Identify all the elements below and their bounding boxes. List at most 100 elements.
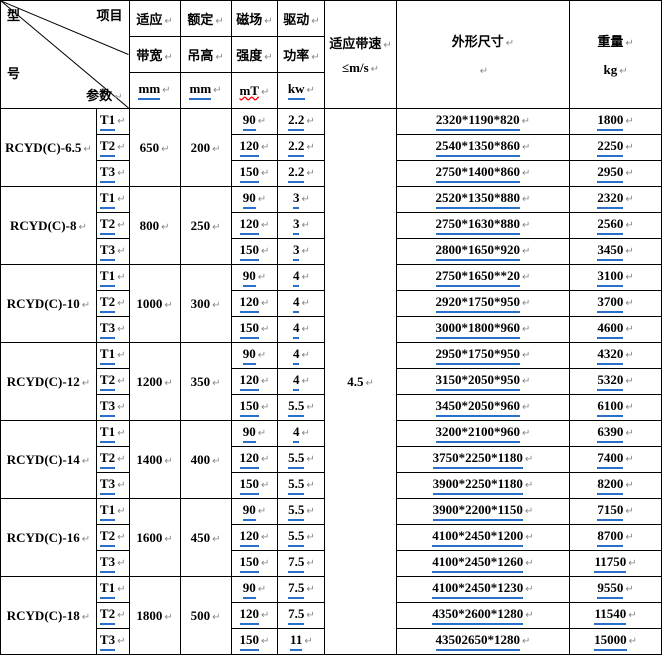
dimension-cell: 3900*2250*1180↵ [396, 473, 569, 499]
hdr-dh-1: 额定↵ [180, 1, 231, 37]
model-cell: RCYD(C)-8↵ [1, 187, 97, 265]
spec-table: 型 号 项目 参数↵ 适应↵ 额定↵ 磁场↵ 驱动↵ 适应带速↵ ≤m/s↵ 外… [0, 0, 662, 655]
weight-cell: 1800↵ [570, 109, 662, 135]
hdr-dh-2: 吊高↵ [180, 37, 231, 73]
kw-cell: 11↵ [278, 629, 325, 655]
t-cell: T3↵ [96, 161, 129, 187]
mt-cell: 90↵ [231, 577, 278, 603]
mt-cell: 120↵ [231, 135, 278, 161]
t-cell: T3↵ [96, 473, 129, 499]
kw-cell: 5.5↵ [278, 499, 325, 525]
model-cell: RCYD(C)-10↵ [1, 265, 97, 343]
hdr-dim: 外形尺寸↵ ↵ [396, 1, 569, 109]
hdr-kw-1: 驱动↵ [278, 1, 325, 37]
t-cell: T3↵ [96, 239, 129, 265]
kw-cell: 4↵ [278, 265, 325, 291]
mt-cell: 120↵ [231, 291, 278, 317]
weight-cell: 11540↵ [570, 603, 662, 629]
header-diagonal-cell: 型 号 项目 参数↵ [1, 1, 130, 109]
mt-cell: 90↵ [231, 499, 278, 525]
hdr-mt-3: mT↵ [231, 73, 278, 109]
beltspeed-cell: 4.5↵ [325, 109, 396, 655]
weight-cell: 2950↵ [570, 161, 662, 187]
mt-cell: 90↵ [231, 265, 278, 291]
t-cell: T1↵ [96, 265, 129, 291]
t-cell: T3↵ [96, 395, 129, 421]
dimension-cell: 2800*1650*920↵ [396, 239, 569, 265]
dimension-cell: 3450*2050*960↵ [396, 395, 569, 421]
kw-cell: 5.5↵ [278, 525, 325, 551]
beltwidth-cell: 800↵ [129, 187, 180, 265]
hdr-kw-3: kw↵ [278, 73, 325, 109]
model-cell: RCYD(C)-14↵ [1, 421, 97, 499]
kw-cell: 4↵ [278, 317, 325, 343]
dimension-cell: 3750*2250*1180↵ [396, 447, 569, 473]
beltwidth-cell: 650↵ [129, 109, 180, 187]
mt-cell: 120↵ [231, 447, 278, 473]
kw-cell: 2.2↵ [278, 161, 325, 187]
weight-cell: 5320↵ [570, 369, 662, 395]
weight-cell: 2560↵ [570, 213, 662, 239]
kw-cell: 5.5↵ [278, 447, 325, 473]
hangheight-cell: 350↵ [180, 343, 231, 421]
weight-cell: 7150↵ [570, 499, 662, 525]
t-cell: T1↵ [96, 499, 129, 525]
dimension-cell: 3000*1800*960↵ [396, 317, 569, 343]
dimension-cell: 2320*1190*820↵ [396, 109, 569, 135]
kw-cell: 3↵ [278, 187, 325, 213]
dimension-cell: 3200*2100*960↵ [396, 421, 569, 447]
t-cell: T2↵ [96, 603, 129, 629]
weight-cell: 9550↵ [570, 577, 662, 603]
beltwidth-cell: 1800↵ [129, 577, 180, 655]
t-cell: T2↵ [96, 447, 129, 473]
weight-cell: 8200↵ [570, 473, 662, 499]
hangheight-cell: 500↵ [180, 577, 231, 655]
hdr-dh-3: mm↵ [180, 73, 231, 109]
hdr-speed: 适应带速↵ ≤m/s↵ [325, 1, 396, 109]
dimension-cell: 3900*2200*1150↵ [396, 499, 569, 525]
hdr-param: 参数 [86, 88, 112, 103]
weight-cell: 15000↵ [570, 629, 662, 655]
weight-cell: 3700↵ [570, 291, 662, 317]
kw-cell: 2.2↵ [278, 109, 325, 135]
weight-cell: 8700↵ [570, 525, 662, 551]
kw-cell: 5.5↵ [278, 395, 325, 421]
t-cell: T3↵ [96, 317, 129, 343]
mt-cell: 120↵ [231, 369, 278, 395]
kw-cell: 5.5↵ [278, 473, 325, 499]
weight-cell: 11750↵ [570, 551, 662, 577]
hdr-kw-2: 功率↵ [278, 37, 325, 73]
hdr-bw-1: 适应↵ [129, 1, 180, 37]
t-cell: T1↵ [96, 577, 129, 603]
hangheight-cell: 450↵ [180, 499, 231, 577]
weight-cell: 3100↵ [570, 265, 662, 291]
t-cell: T2↵ [96, 369, 129, 395]
beltwidth-cell: 1400↵ [129, 421, 180, 499]
kw-cell: 7.5↵ [278, 551, 325, 577]
weight-cell: 2320↵ [570, 187, 662, 213]
t-cell: T2↵ [96, 291, 129, 317]
hdr-proj: 项目 [97, 5, 123, 24]
dimension-cell: 2950*1750*950↵ [396, 343, 569, 369]
t-cell: T1↵ [96, 109, 129, 135]
kw-cell: 4↵ [278, 343, 325, 369]
model-cell: RCYD(C)-12↵ [1, 343, 97, 421]
model-cell: RCYD(C)-6.5↵ [1, 109, 97, 187]
dimension-cell: 4100*2450*1230↵ [396, 577, 569, 603]
hdr-bw-2: 带宽↵ [129, 37, 180, 73]
dimension-cell: 3150*2050*950↵ [396, 369, 569, 395]
t-cell: T1↵ [96, 187, 129, 213]
weight-cell: 2250↵ [570, 135, 662, 161]
beltwidth-cell: 1200↵ [129, 343, 180, 421]
model-cell: RCYD(C)-16↵ [1, 499, 97, 577]
t-cell: T2↵ [96, 135, 129, 161]
model-cell: RCYD(C)-18↵ [1, 577, 97, 655]
mt-cell: 150↵ [231, 473, 278, 499]
mt-cell: 120↵ [231, 213, 278, 239]
kw-cell: 4↵ [278, 369, 325, 395]
dimension-cell: 43502650*1280↵ [396, 629, 569, 655]
mt-cell: 120↵ [231, 525, 278, 551]
hangheight-cell: 200↵ [180, 109, 231, 187]
mt-cell: 90↵ [231, 109, 278, 135]
kw-cell: 3↵ [278, 239, 325, 265]
